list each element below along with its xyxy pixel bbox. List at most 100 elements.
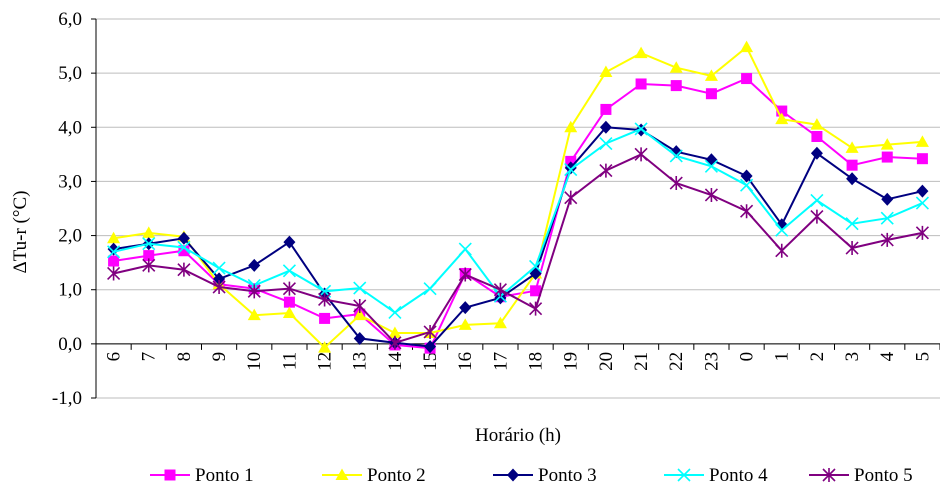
- data-point: [705, 88, 717, 100]
- series-3: [107, 120, 929, 354]
- data-point: [142, 258, 156, 273]
- data-point: [283, 235, 296, 249]
- y-tick-label: 1,0: [58, 280, 82, 301]
- x-tick-label: 14: [385, 351, 406, 371]
- data-point: [212, 261, 226, 275]
- data-point: [108, 255, 120, 267]
- x-tick-label: 0: [737, 352, 758, 362]
- data-point: [142, 226, 156, 238]
- legend-marker: [335, 468, 349, 480]
- data-point: [845, 241, 859, 256]
- data-point: [775, 223, 789, 237]
- data-point: [740, 178, 754, 192]
- data-point: [916, 153, 928, 165]
- x-tick-label: 11: [279, 352, 300, 370]
- data-point: [247, 308, 261, 321]
- data-point: [881, 151, 893, 163]
- series-5: [107, 147, 929, 350]
- legend-marker: [822, 468, 836, 482]
- x-tick-label: 15: [420, 352, 441, 371]
- legend-marker: [677, 468, 691, 482]
- data-point: [599, 163, 613, 178]
- series-4: [107, 122, 929, 320]
- x-tick-label: 1: [772, 352, 793, 362]
- data-point: [845, 217, 859, 231]
- data-point: [740, 169, 753, 183]
- legend-item: Ponto 2: [322, 465, 426, 486]
- data-point: [634, 122, 648, 136]
- data-point: [564, 161, 577, 175]
- data-point: [915, 135, 929, 147]
- legend-label: Ponto 4: [709, 465, 768, 486]
- legend-label: Ponto 1: [195, 465, 254, 486]
- data-point: [107, 245, 121, 259]
- data-point: [247, 284, 261, 299]
- legend-label: Ponto 2: [367, 465, 426, 486]
- y-tick-label: 3,0: [58, 171, 82, 192]
- data-point: [564, 162, 578, 177]
- data-point: [493, 316, 507, 329]
- data-point: [177, 231, 190, 245]
- data-point: [740, 204, 754, 219]
- data-point: [107, 266, 121, 281]
- data-point: [634, 46, 648, 59]
- data-point: [810, 146, 823, 160]
- data-point: [282, 306, 296, 318]
- data-point: [915, 196, 929, 210]
- data-point: [600, 103, 612, 115]
- data-point: [846, 159, 858, 171]
- data-point: [319, 312, 331, 324]
- x-tick-label: 17: [490, 352, 511, 371]
- x-tick-label: 22: [666, 352, 687, 371]
- legend-item: Ponto 4: [664, 465, 768, 486]
- data-point: [810, 118, 824, 130]
- data-point: [810, 209, 824, 224]
- x-axis-label: Horário (h): [475, 425, 561, 446]
- x-tick-labels: 6 7 8 9 10 11 12 13 14 15 16 17 18 19 20 21 22 23 0 1 2 3 4 5: [104, 351, 934, 371]
- data-point: [564, 120, 578, 133]
- data-point: [634, 147, 648, 162]
- data-point: [318, 341, 332, 353]
- data-point: [107, 242, 120, 256]
- y-axis-label: ΔTu-r (°C): [10, 191, 31, 274]
- data-point: [388, 335, 402, 350]
- legend: Ponto 1 Ponto 2 Ponto 3 Ponto 4 Ponto 5: [150, 465, 913, 486]
- data-point: [669, 176, 683, 191]
- series-line: [113, 126, 923, 348]
- y-tick-label: 2,0: [58, 226, 82, 247]
- data-point: [283, 296, 295, 308]
- legend-label: Ponto 3: [538, 465, 597, 486]
- data-point: [880, 232, 894, 247]
- data-point: [599, 136, 613, 151]
- data-point: [282, 281, 296, 296]
- y-tick-label: 5,0: [58, 63, 82, 84]
- x-tick-label: 8: [174, 352, 195, 362]
- x-tick-label: 7: [139, 352, 160, 362]
- legend-label: Ponto 5: [854, 465, 913, 486]
- x-tick-label: 21: [631, 352, 652, 371]
- data-point: [212, 280, 226, 295]
- x-tick-label: 4: [877, 351, 898, 361]
- data-point: [353, 308, 367, 321]
- data-point: [846, 172, 859, 186]
- x-tick-label: 16: [455, 352, 476, 371]
- legend-item: Ponto 5: [809, 465, 913, 486]
- data-point: [635, 78, 647, 90]
- data-point: [741, 73, 753, 85]
- legend-item: Ponto 1: [150, 465, 254, 486]
- data-point: [845, 141, 859, 153]
- series-line: [113, 153, 923, 344]
- data-point: [178, 245, 190, 257]
- legend-item: Ponto 3: [493, 465, 597, 486]
- data-point: [458, 318, 472, 330]
- data-point: [318, 292, 332, 307]
- series-layer: [107, 40, 929, 354]
- series-2: [107, 40, 929, 353]
- data-point: [353, 298, 367, 313]
- gridlines: [96, 18, 940, 399]
- data-point: [177, 262, 191, 277]
- data-point: [388, 326, 402, 339]
- data-point: [142, 237, 156, 251]
- data-point: [529, 301, 543, 316]
